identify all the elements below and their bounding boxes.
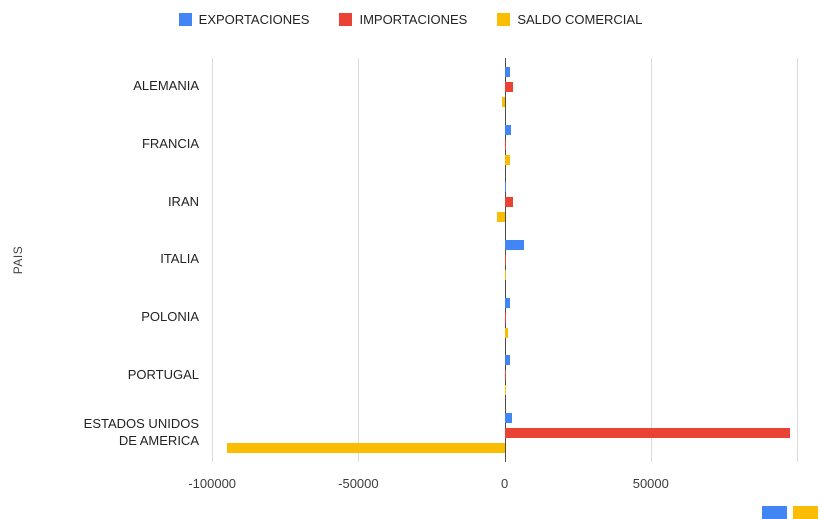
- cutoff-blue-swatch: [762, 506, 787, 519]
- legend-label-exportaciones: EXPORTACIONES: [198, 12, 310, 27]
- bar-importaciones[interactable]: [504, 312, 507, 323]
- bar-saldo-comercial[interactable]: [504, 270, 507, 280]
- x-tick-label: 0: [500, 476, 509, 491]
- gridline: [650, 58, 652, 462]
- bar-importaciones[interactable]: [504, 370, 507, 381]
- cutoff-yellow-swatch: [793, 506, 818, 519]
- category-axis-labels: ALEMANIA FRANCIA IRAN ITALIA POLONIA PORTUGAL…: [0, 58, 207, 462]
- category-label: FRANCIA: [141, 136, 199, 152]
- x-tick-label: 50000: [632, 476, 669, 491]
- legend-item-saldo-comercial[interactable]: SALDO COMERCIAL: [497, 12, 642, 27]
- bar-saldo-comercial[interactable]: [504, 385, 507, 396]
- x-tick-label: -50000: [338, 476, 379, 491]
- bar-saldo-comercial[interactable]: [504, 154, 510, 165]
- bar-saldo-comercial[interactable]: [504, 327, 508, 338]
- bar-saldo-comercial[interactable]: [226, 443, 505, 454]
- legend-swatch-importaciones: [339, 13, 353, 26]
- bar-exportaciones[interactable]: [504, 297, 510, 308]
- gridline: [797, 58, 798, 462]
- category-label: PORTUGAL: [127, 366, 199, 382]
- bar-exportaciones[interactable]: [504, 240, 524, 250]
- cutoff-legend-fragment: [762, 506, 818, 519]
- bar-importaciones[interactable]: [504, 81, 513, 92]
- category-label: ESTADOS UNIDOS DE AMERICA: [83, 416, 199, 449]
- bar-exportaciones[interactable]: [504, 182, 507, 193]
- legend-swatch-saldo-comercial: [497, 13, 511, 26]
- legend-swatch-exportaciones: [178, 13, 192, 26]
- gridline: [358, 58, 360, 462]
- legend-label-saldo-comercial: SALDO COMERCIAL: [517, 12, 643, 27]
- bar-exportaciones[interactable]: [504, 124, 511, 135]
- bar-exportaciones[interactable]: [504, 413, 512, 424]
- bar-importaciones[interactable]: [504, 197, 514, 208]
- category-label: ITALIA: [160, 251, 199, 267]
- legend-item-importaciones[interactable]: IMPORTACIONES: [339, 12, 467, 27]
- plot-area: -100000 -50000 0 50000: [145, 58, 798, 491]
- legend-label-importaciones: IMPORTACIONES: [359, 12, 468, 27]
- bar-importaciones[interactable]: [504, 428, 790, 439]
- x-tick-label: -100000: [188, 476, 237, 491]
- bar-saldo-comercial[interactable]: [501, 96, 505, 107]
- bar-importaciones[interactable]: [504, 255, 507, 265]
- category-label: IRAN: [167, 193, 199, 209]
- bar-exportaciones[interactable]: [504, 66, 510, 77]
- category-label: POLONIA: [141, 309, 199, 325]
- gridline: [212, 58, 214, 462]
- bar-importaciones[interactable]: [504, 139, 507, 150]
- category-label: ALEMANIA: [133, 78, 199, 94]
- bar-exportaciones[interactable]: [504, 355, 511, 366]
- bar-saldo-comercial[interactable]: [496, 212, 505, 223]
- legend-item-exportaciones[interactable]: EXPORTACIONES: [178, 12, 310, 27]
- legend: EXPORTACIONES IMPORTACIONES SALDO COMERC…: [0, 12, 821, 27]
